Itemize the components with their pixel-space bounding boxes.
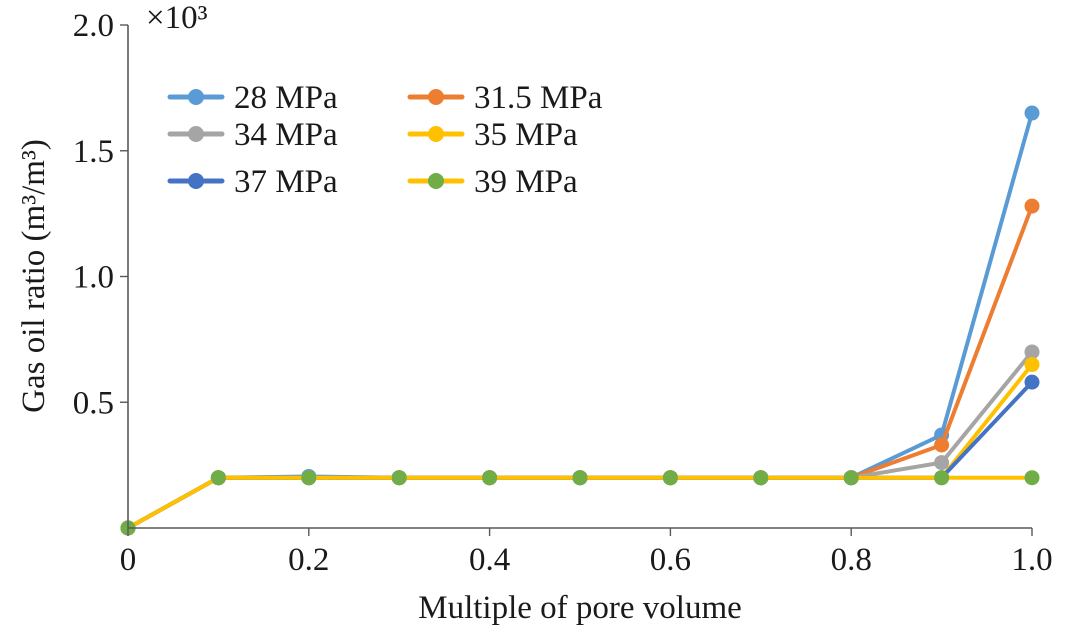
data-point xyxy=(934,437,950,453)
y-tick-label: 2.0 xyxy=(73,8,114,44)
data-point xyxy=(934,470,950,486)
legend: 28 MPa 31.5 MPa 34 MPa 35 MPa 37 MPa 39 MPa xyxy=(167,80,603,200)
data-point xyxy=(753,470,769,486)
data-point xyxy=(482,470,498,486)
legend-label: 31.5 MPa xyxy=(474,80,603,116)
legend-marker xyxy=(188,89,204,105)
data-point xyxy=(662,470,678,486)
data-point xyxy=(934,455,950,471)
x-tick-label: 0.2 xyxy=(288,542,329,578)
series-34-mpa xyxy=(120,344,1040,536)
series-line xyxy=(126,362,1034,530)
series-39-mpa xyxy=(120,470,1040,536)
x-tick-label: 0.8 xyxy=(831,542,872,578)
y-multiplier-label: ×10³ xyxy=(146,0,208,36)
y-axis: 0.5 1.0 1.5 2.0 xyxy=(73,8,129,528)
series-line xyxy=(126,475,1034,530)
data-point xyxy=(1024,357,1040,373)
data-point xyxy=(843,470,859,486)
legend-item: 31.5 MPa xyxy=(407,80,603,116)
legend-marker xyxy=(428,173,444,189)
legend-item: 37 MPa xyxy=(167,164,338,200)
x-tick-label: 0.4 xyxy=(469,542,510,578)
data-point xyxy=(391,470,407,486)
series-line xyxy=(126,349,1034,530)
legend-marker xyxy=(188,173,204,189)
legend-item: 35 MPa xyxy=(407,117,578,153)
x-tick-label: 1.0 xyxy=(1011,542,1052,578)
legend-label: 35 MPa xyxy=(474,117,578,153)
legend-label: 28 MPa xyxy=(234,80,338,116)
series-35-mpa xyxy=(120,357,1040,536)
x-tick-label: 0.6 xyxy=(650,542,691,578)
data-point xyxy=(210,470,226,486)
legend-item: 34 MPa xyxy=(167,117,338,153)
data-point xyxy=(301,470,317,486)
x-tick-label: 0 xyxy=(120,542,137,578)
legend-label: 34 MPa xyxy=(234,117,338,153)
y-tick-label: 0.5 xyxy=(73,385,114,421)
y-tick-label: 1.0 xyxy=(73,260,114,296)
data-point xyxy=(572,470,588,486)
data-point xyxy=(1024,470,1040,486)
data-point xyxy=(1024,105,1040,121)
legend-label: 37 MPa xyxy=(234,164,338,200)
x-axis: 0 0.2 0.4 0.6 0.8 1.0 xyxy=(120,527,1053,578)
legend-label: 39 MPa xyxy=(474,164,578,200)
y-tick-label: 1.5 xyxy=(73,134,114,170)
legend-marker xyxy=(428,89,444,105)
data-point xyxy=(1024,374,1040,390)
legend-item: 28 MPa xyxy=(167,80,338,116)
legend-marker xyxy=(188,126,204,142)
plot-area xyxy=(120,105,1040,536)
x-axis-title: Multiple of pore volume xyxy=(418,590,742,626)
y-axis-title: Gas oil ratio (m³/m³) xyxy=(16,139,52,413)
legend-marker xyxy=(428,126,444,142)
data-point xyxy=(1024,198,1040,214)
legend-item: 39 MPa xyxy=(407,164,578,200)
data-point xyxy=(1024,344,1040,360)
